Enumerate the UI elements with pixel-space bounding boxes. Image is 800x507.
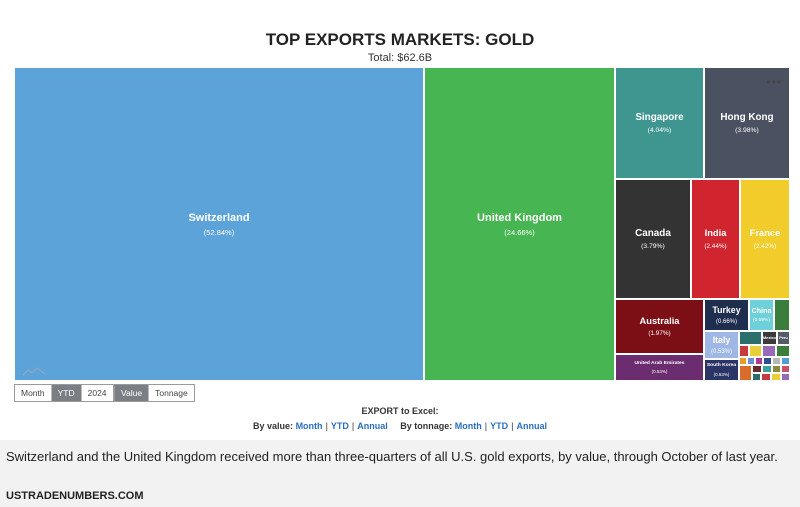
tile-united-arab-emirates[interactable]: United Arab Emirates (0.53%): [615, 354, 704, 381]
tile-minor-market[interactable]: [776, 345, 790, 357]
tile-minor-market[interactable]: [747, 357, 755, 365]
tile-label: United Arab Emirates: [634, 360, 685, 366]
tile-minor-market[interactable]: [761, 373, 771, 381]
period-month-button[interactable]: Month: [15, 385, 52, 401]
tile-south-korea[interactable]: South Korea (0.53%): [704, 359, 739, 381]
period-ytd-button[interactable]: YTD: [51, 385, 82, 401]
measure-tonnage-button[interactable]: Tonnage: [149, 385, 194, 401]
tile-singapore[interactable]: Singapore (4.04%): [615, 67, 704, 179]
tile-hong-kong[interactable]: Hong Kong (3.98%): [704, 67, 790, 179]
tile-minor-market[interactable]: [755, 357, 763, 365]
tile-minor-market[interactable]: [771, 373, 781, 381]
tile-minor-market[interactable]: [763, 357, 772, 365]
export-links: By value: Month | YTD | Annual By tonnage: M…: [253, 421, 547, 431]
tile-minor-market[interactable]: [739, 365, 752, 381]
measure-value-button[interactable]: Value: [115, 385, 150, 401]
tile-australia[interactable]: Australia (1.97%): [615, 299, 704, 354]
export-tonnage-month-link[interactable]: Month: [454, 421, 482, 431]
export-by-value-label: By value:: [253, 421, 294, 431]
tile-mexico[interactable]: Mexico: [762, 331, 777, 345]
tile-minor-market[interactable]: [772, 365, 781, 373]
tile-percent: (24.66%): [504, 227, 535, 237]
tile-percent: (1.97%): [648, 330, 671, 338]
period-2024-button[interactable]: 2024: [81, 385, 113, 401]
export-title: EXPORT to Excel:: [361, 406, 439, 416]
chart-title: TOP EXPORTS MARKETS: GOLD: [265, 30, 535, 49]
source-label: USTRADENUMBERS.COM: [6, 490, 144, 502]
tile-percent: (0.59%): [752, 318, 770, 324]
tile-minor-market[interactable]: [752, 365, 762, 373]
chart-subtitle: Total: $62.6B: [367, 52, 433, 64]
tile-canada[interactable]: Canada (3.79%): [615, 179, 691, 299]
tile-minor-market[interactable]: [739, 357, 747, 365]
measure-toggle: Value Tonnage: [114, 384, 195, 402]
tile-percent: (0.53%): [710, 348, 732, 355]
tile-label: Turkey: [712, 305, 741, 316]
more-dots-icon[interactable]: •••: [766, 75, 782, 89]
tile-france[interactable]: France (2.42%): [740, 179, 790, 299]
tile-united-kingdom[interactable]: United Kingdom (24.66%): [424, 67, 615, 381]
tile-label: Peru: [779, 335, 788, 340]
tile-percent: (52.84%): [203, 227, 235, 237]
export-tonnage-annual-link[interactable]: Annual: [516, 421, 547, 431]
tile-percent: (0.53%): [651, 369, 668, 375]
tile-label: China: [751, 306, 772, 315]
tile-peru[interactable]: Peru: [777, 331, 790, 345]
tile-minor-market[interactable]: [752, 373, 761, 381]
tile-minor-market[interactable]: [781, 373, 790, 381]
tile-percent: (3.98%): [735, 126, 759, 134]
export-value-annual-link[interactable]: Annual: [357, 421, 388, 431]
tile-label: Singapore: [635, 112, 684, 124]
tile-percent: (0.66%): [715, 318, 737, 325]
tile-label: South Korea: [706, 363, 737, 369]
tile-india[interactable]: India (2.44%): [691, 179, 740, 299]
caption-background: [0, 440, 800, 507]
tile-label: France: [749, 228, 781, 239]
export-tonnage-ytd-link[interactable]: YTD: [490, 421, 509, 431]
tile-minor-market[interactable]: [739, 345, 749, 357]
tile-minor-market[interactable]: [772, 357, 781, 365]
export-by-tonnage-label: By tonnage:: [400, 421, 453, 431]
tile-percent: (3.79%): [641, 242, 665, 250]
caption-text: Switzerland and the United Kingdom recei…: [6, 449, 778, 464]
tile-minor-market[interactable]: [781, 357, 790, 365]
export-value-month-link[interactable]: Month: [295, 421, 323, 431]
tile-minor-market[interactable]: [762, 345, 776, 357]
period-toggle: Month YTD 2024: [14, 384, 114, 402]
tile-switzerland[interactable]: Switzerland (52.84%): [14, 67, 424, 381]
tile-percent: (4.04%): [647, 126, 672, 134]
tile-percent: (2.44%): [704, 242, 727, 250]
tile-minor-market[interactable]: [762, 365, 772, 373]
export-value-ytd-link[interactable]: YTD: [330, 421, 349, 431]
tile-percent: (0.53%): [713, 371, 730, 377]
treemap: Switzerland (52.84%) United Kingdom (24.66%…: [14, 67, 790, 381]
tile-turkey[interactable]: Turkey (0.66%): [704, 299, 749, 331]
tile-label: United Kingdom: [477, 211, 562, 224]
tile-italy[interactable]: Italy (0.53%): [704, 331, 739, 359]
tile-label: India: [704, 228, 727, 239]
tile-label: Italy: [712, 335, 731, 346]
tile-label: Canada: [635, 228, 671, 240]
tile-label: Mexico: [762, 335, 777, 340]
tile-minor-market[interactable]: [774, 299, 790, 331]
tile-china[interactable]: China (0.59%): [749, 299, 774, 331]
tile-label: Australia: [639, 315, 680, 326]
tile-minor-market[interactable]: [781, 365, 790, 373]
tile-label: Switzerland: [188, 211, 250, 224]
tile-minor-market[interactable]: [739, 331, 762, 345]
tile-label: Hong Kong: [720, 112, 774, 124]
tile-minor-market[interactable]: [749, 345, 762, 357]
tile-percent: (2.42%): [753, 242, 777, 250]
chart-logo-icon: [22, 367, 46, 376]
